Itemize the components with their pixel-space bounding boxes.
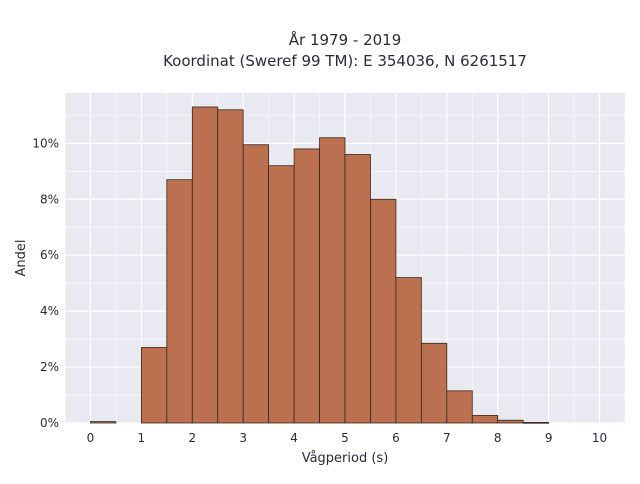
chart-title-line1: År 1979 - 2019 xyxy=(289,30,402,49)
histogram-bar-0 xyxy=(90,421,117,424)
histogram-bar-17 xyxy=(522,422,550,424)
y-tick-label-6: 6% xyxy=(40,248,59,262)
y-tick-label-8: 8% xyxy=(40,192,59,206)
x-tick-label-0: 0 xyxy=(87,431,95,445)
histogram-bar-10 xyxy=(344,154,371,424)
x-tick-label-7: 7 xyxy=(443,431,451,445)
histogram-bar-3 xyxy=(166,179,193,424)
x-tick-label-5: 5 xyxy=(341,431,349,445)
x-tick-label-2: 2 xyxy=(188,431,196,445)
histogram-bar-5 xyxy=(217,109,244,424)
x-tick-label-8: 8 xyxy=(494,431,502,445)
histogram-bar-14 xyxy=(446,390,473,424)
y-axis-label: Andel xyxy=(14,240,29,277)
histogram-bar-7 xyxy=(268,165,295,424)
histogram-bar-4 xyxy=(191,106,219,424)
x-tick-label-6: 6 xyxy=(392,431,400,445)
x-tick-label-4: 4 xyxy=(290,431,298,445)
histogram-bar-2 xyxy=(140,347,168,424)
y-tick-label-10: 10% xyxy=(32,136,59,150)
histogram-bars xyxy=(90,106,550,424)
histogram-bar-9 xyxy=(319,137,346,424)
histogram-bar-6 xyxy=(242,144,270,424)
x-axis-label: Vågperiod (s) xyxy=(302,451,389,466)
histogram-bar-8 xyxy=(293,148,320,424)
histogram-bar-16 xyxy=(497,419,524,424)
y-tick-label-2: 2% xyxy=(40,360,59,374)
histogram-bar-13 xyxy=(420,342,448,424)
x-tick-label-3: 3 xyxy=(239,431,247,445)
y-axis-ticks: 0% 2% 4% 6% 8% 10% xyxy=(32,136,59,430)
y-tick-label-0: 0% xyxy=(40,416,59,430)
histogram-bar-11 xyxy=(370,198,397,424)
chart-title-line2: Koordinat (Sweref 99 TM): E 354036, N 62… xyxy=(163,52,527,70)
x-tick-label-10: 10 xyxy=(592,431,607,445)
x-axis-ticks: 0 1 2 3 4 5 6 7 8 9 10 xyxy=(87,431,608,445)
y-tick-label-4: 4% xyxy=(40,304,59,318)
x-tick-label-1: 1 xyxy=(138,431,146,445)
histogram-bar-15 xyxy=(471,415,499,424)
x-tick-label-9: 9 xyxy=(545,431,553,445)
histogram-bar-12 xyxy=(395,277,422,424)
